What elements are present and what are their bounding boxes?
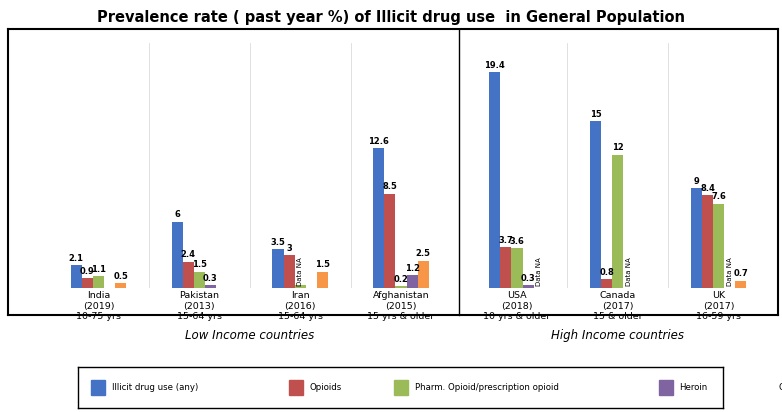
Text: 0.9: 0.9	[80, 267, 95, 276]
Text: High Income countries: High Income countries	[551, 329, 684, 342]
Text: 15: 15	[590, 110, 601, 119]
Bar	[272, 249, 284, 288]
Text: Opioids: Opioids	[309, 383, 342, 392]
Bar	[590, 121, 601, 288]
Text: 8.5: 8.5	[382, 183, 397, 192]
Text: 1.5: 1.5	[192, 260, 206, 269]
Bar	[490, 72, 500, 288]
Text: Pharm. Opioid/prescription opioid: Pharm. Opioid/prescription opioid	[414, 383, 558, 392]
Text: 3.7: 3.7	[499, 236, 513, 245]
Text: 2.5: 2.5	[416, 249, 431, 258]
Bar	[500, 247, 511, 288]
Text: Low Income countries: Low Income countries	[185, 329, 314, 342]
Bar	[612, 154, 623, 288]
Text: Heroin: Heroin	[680, 383, 708, 392]
Bar	[735, 281, 747, 288]
Bar	[91, 380, 106, 395]
Bar	[284, 255, 295, 288]
Bar	[601, 279, 612, 288]
Bar	[691, 188, 702, 288]
Text: Data NA: Data NA	[297, 257, 303, 286]
Bar	[171, 222, 183, 288]
Text: 3.5: 3.5	[271, 238, 285, 247]
Text: 1.1: 1.1	[91, 265, 106, 274]
Text: 0.7: 0.7	[734, 269, 748, 279]
Bar	[418, 260, 429, 288]
Text: 2.4: 2.4	[181, 250, 196, 260]
Text: 8.4: 8.4	[700, 184, 715, 192]
Text: 9: 9	[694, 177, 699, 186]
Text: Prevalence rate ( past year %) of Illicit drug use  in General Population: Prevalence rate ( past year %) of Illici…	[97, 10, 685, 25]
Text: 0.2: 0.2	[393, 275, 408, 284]
Text: 12: 12	[612, 143, 624, 152]
Bar	[289, 380, 303, 395]
Text: 3.6: 3.6	[510, 237, 525, 246]
Text: 0.3: 0.3	[203, 274, 218, 283]
Text: Data NA: Data NA	[626, 257, 632, 286]
Bar	[205, 285, 216, 288]
Bar	[759, 380, 773, 395]
Bar	[194, 272, 205, 288]
Text: 6: 6	[174, 210, 180, 219]
Text: 19.4: 19.4	[484, 61, 505, 70]
Text: 0.5: 0.5	[113, 272, 128, 281]
Bar	[82, 279, 93, 288]
Bar	[511, 248, 522, 288]
Bar	[373, 148, 385, 288]
Text: 1.2: 1.2	[404, 264, 420, 273]
Text: Opium: Opium	[779, 383, 782, 392]
Bar	[317, 272, 328, 288]
Bar	[396, 286, 407, 288]
Bar	[658, 380, 673, 395]
Text: Data NA: Data NA	[536, 257, 542, 286]
Bar	[115, 283, 126, 288]
Bar	[70, 265, 82, 288]
Text: 1.5: 1.5	[315, 260, 330, 269]
Bar	[183, 262, 194, 288]
Text: 3: 3	[286, 244, 292, 253]
Text: 0.8: 0.8	[599, 268, 614, 277]
Text: 7.6: 7.6	[712, 192, 726, 201]
Text: 0.3: 0.3	[521, 274, 536, 283]
Bar	[702, 195, 713, 288]
Bar	[295, 285, 306, 288]
Bar	[407, 275, 418, 288]
Text: Illicit drug use (any): Illicit drug use (any)	[112, 383, 198, 392]
Bar	[394, 380, 408, 395]
Text: 2.1: 2.1	[69, 254, 84, 263]
Text: Data NA: Data NA	[726, 257, 733, 286]
Text: 12.6: 12.6	[368, 137, 389, 146]
Bar	[385, 194, 396, 288]
Bar	[93, 276, 104, 288]
Bar	[522, 285, 533, 288]
Bar	[713, 204, 724, 288]
